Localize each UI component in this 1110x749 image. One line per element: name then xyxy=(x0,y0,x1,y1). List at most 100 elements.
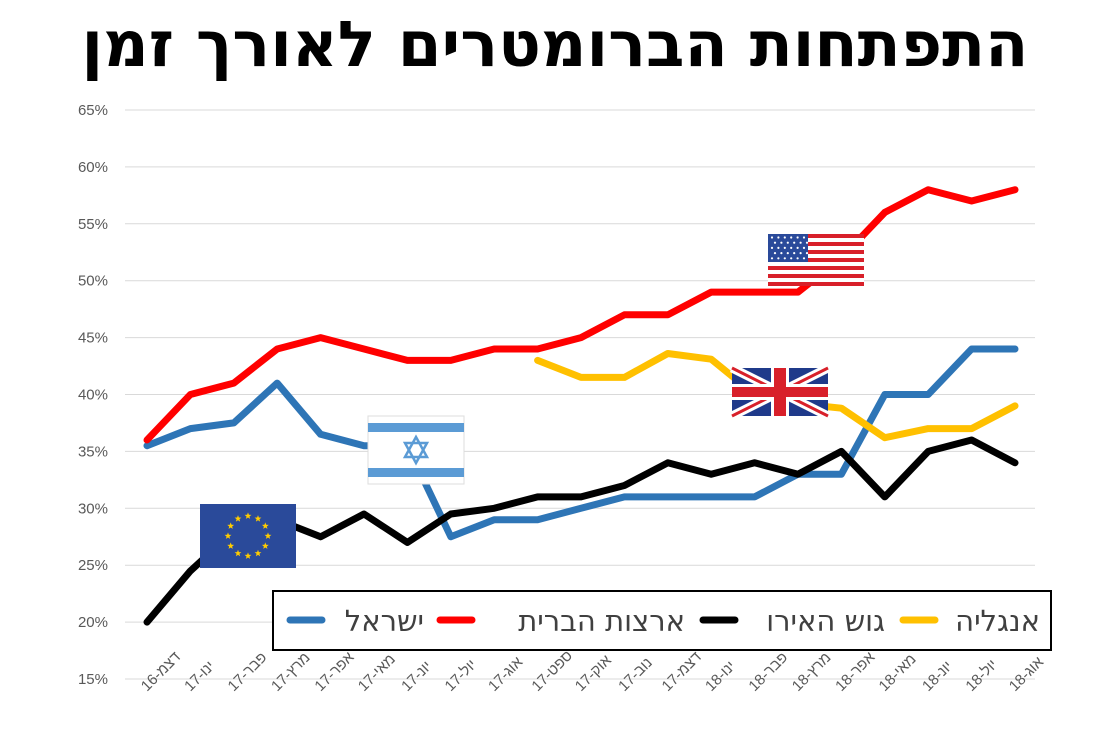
data-point xyxy=(493,507,495,509)
data-point xyxy=(710,496,712,498)
x-tick-label: אוג-18 xyxy=(1006,653,1048,695)
y-tick-label: 35% xyxy=(78,443,108,460)
uk-flag xyxy=(729,363,831,421)
data-point xyxy=(754,291,756,293)
data-point xyxy=(971,428,973,430)
star-icon xyxy=(773,241,777,244)
data-point xyxy=(233,422,235,424)
data-point xyxy=(884,394,886,395)
stripe xyxy=(768,258,864,262)
star-icon xyxy=(777,257,780,260)
y-tick-label: 50% xyxy=(78,273,108,290)
data-point xyxy=(320,536,322,538)
data-point xyxy=(537,348,539,350)
data-point xyxy=(927,450,929,452)
stripe xyxy=(768,242,864,246)
data-point xyxy=(493,519,495,521)
data-point xyxy=(884,496,886,498)
data-point xyxy=(406,541,408,543)
data-point xyxy=(363,445,365,447)
data-point xyxy=(189,394,191,395)
stripe xyxy=(768,266,864,270)
data-point xyxy=(189,570,191,572)
y-tick-label: 20% xyxy=(78,614,108,631)
x-tick-label: אפר-18 xyxy=(832,648,879,695)
israel-flag xyxy=(367,415,465,485)
stripe xyxy=(768,282,864,286)
star-icon xyxy=(802,236,806,239)
x-tick-label: אפר-17 xyxy=(311,648,358,695)
data-point xyxy=(667,353,669,355)
data-point xyxy=(363,513,365,515)
star-icon xyxy=(770,236,774,239)
star-icon xyxy=(796,236,799,239)
star-icon xyxy=(783,236,786,239)
y-tick-label: 25% xyxy=(78,557,108,574)
x-tick-label: דצמ-16 xyxy=(138,649,184,695)
star-icon xyxy=(786,252,789,255)
data-point xyxy=(493,348,495,350)
x-tick-label: נוב-17 xyxy=(615,654,656,695)
data-point xyxy=(623,376,625,378)
x-tick-label: ינו-17 xyxy=(181,658,218,695)
data-point xyxy=(623,314,625,316)
data-point xyxy=(884,437,886,439)
star-icon xyxy=(786,241,789,244)
star-icon xyxy=(783,246,786,249)
data-point xyxy=(189,428,191,430)
star-icon xyxy=(770,246,774,249)
star-icon xyxy=(790,246,793,249)
star-icon xyxy=(780,241,783,244)
data-point xyxy=(580,337,582,339)
data-point xyxy=(450,513,452,515)
data-point xyxy=(450,536,452,538)
data-point xyxy=(1014,462,1016,464)
data-point xyxy=(320,337,322,339)
data-point xyxy=(710,473,712,475)
data-point xyxy=(146,621,148,623)
star-icon xyxy=(227,542,235,549)
stripe xyxy=(768,250,864,254)
data-point xyxy=(623,496,625,498)
data-point xyxy=(754,462,756,464)
data-point xyxy=(840,473,842,475)
data-point xyxy=(580,496,582,498)
star-icon xyxy=(234,515,242,522)
eu-flag xyxy=(200,504,296,568)
legend: ישראל ארצות הברית גוש האירו אנגליה xyxy=(272,590,1052,651)
star-icon xyxy=(790,236,793,239)
series-line-1 xyxy=(143,186,1019,444)
x-tick-label: מרץ-18 xyxy=(789,649,835,695)
data-point xyxy=(1014,405,1016,407)
data-point xyxy=(537,519,539,521)
star-icon xyxy=(777,236,780,239)
y-tick-label: 45% xyxy=(78,330,108,347)
data-point xyxy=(406,359,408,361)
data-point xyxy=(450,359,452,361)
y-tick-label: 40% xyxy=(78,387,108,404)
legend-label: ישראל xyxy=(345,604,424,638)
data-point xyxy=(840,450,842,452)
x-tick-label: ינו-18 xyxy=(702,658,739,695)
data-point xyxy=(667,462,669,464)
x-tick-label: אוג-17 xyxy=(485,653,527,695)
y-tick-label: 60% xyxy=(78,159,108,176)
data-point xyxy=(537,359,539,361)
legend-label: ארצות הברית xyxy=(518,604,685,638)
data-point xyxy=(233,382,235,384)
chart-title: התפתחות הברומטרים לאורך זמן xyxy=(82,8,1029,81)
star-icon xyxy=(227,522,235,529)
star-icon xyxy=(261,542,269,549)
star-icon xyxy=(254,515,262,522)
data-point xyxy=(710,358,712,360)
y-axis-ticks: 15% 20% 25% 30% 35% 40% 45% 50% 55% 60% 65% xyxy=(78,102,108,688)
y-tick-label: 30% xyxy=(78,500,108,517)
data-point xyxy=(537,496,539,498)
data-point xyxy=(667,314,669,316)
data-point xyxy=(146,439,148,441)
data-point xyxy=(146,445,148,447)
star-icon xyxy=(796,257,799,260)
y-tick-label: 55% xyxy=(78,216,108,233)
data-point xyxy=(623,485,625,487)
